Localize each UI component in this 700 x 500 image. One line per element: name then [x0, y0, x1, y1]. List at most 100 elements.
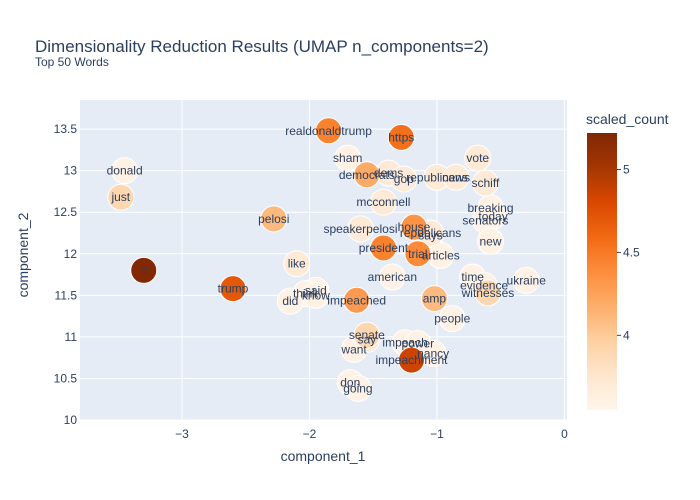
- point-label: evidence: [460, 278, 508, 292]
- data-point[interactable]: [477, 227, 505, 255]
- point-label: speakerpelosi: [323, 222, 397, 236]
- point-label: trial: [408, 247, 427, 261]
- data-point[interactable]: [404, 240, 432, 268]
- plot-area: [80, 100, 567, 420]
- point-label: think: [293, 287, 319, 301]
- point-label: senate: [349, 328, 385, 342]
- y-tick-label: 13: [64, 164, 78, 178]
- data-point[interactable]: [397, 346, 425, 374]
- point-label: democrats: [339, 168, 395, 182]
- data-point[interactable]: [344, 374, 372, 402]
- data-point[interactable]: [315, 117, 343, 145]
- data-point[interactable]: [219, 275, 247, 303]
- point-label: mcconnell: [356, 195, 410, 209]
- data-point[interactable]: [420, 285, 448, 313]
- point-label: schiff: [472, 176, 500, 190]
- point-label: impeachment: [375, 353, 448, 367]
- point-label: rt: [140, 263, 148, 277]
- point-label: realdonaldtrump: [285, 124, 372, 138]
- x-tick-label: −3: [175, 427, 189, 441]
- x-axis-ticks: −3 −2 −1 0: [175, 427, 568, 441]
- colorbar-tick-label: 4: [623, 328, 630, 342]
- data-point[interactable]: [346, 215, 374, 243]
- point-label: impeached: [327, 293, 386, 307]
- x-tick-label: −1: [430, 427, 444, 441]
- data-point[interactable]: [111, 157, 139, 185]
- data-point[interactable]: [353, 161, 381, 189]
- point-label: pelosi: [258, 212, 289, 226]
- data-point[interactable]: [378, 263, 406, 291]
- y-tick-label: 10.5: [54, 371, 78, 385]
- point-label: like: [288, 257, 306, 271]
- data-point[interactable]: [474, 279, 502, 307]
- data-point[interactable]: [107, 183, 135, 211]
- point-label: trump: [218, 282, 249, 296]
- data-point[interactable]: [400, 213, 428, 241]
- colorbar-tick-label: 4.5: [623, 245, 640, 259]
- data-point[interactable]: [302, 281, 330, 309]
- data-point[interactable]: [387, 123, 415, 151]
- point-label: want: [340, 342, 367, 356]
- data-point[interactable]: [343, 286, 371, 314]
- data-point[interactable]: [390, 165, 418, 193]
- point-label: articles: [422, 248, 460, 262]
- colorbar-tick-label: 5: [623, 162, 630, 176]
- point-label: republicans: [406, 170, 467, 184]
- point-label: house: [398, 220, 431, 234]
- colorbar: [587, 133, 617, 410]
- point-label: know: [302, 288, 330, 302]
- point-label: gop: [394, 172, 414, 186]
- point-label: today: [478, 209, 507, 223]
- data-point[interactable]: [283, 250, 311, 278]
- data-point[interactable]: [512, 266, 540, 294]
- data-point[interactable]: [369, 234, 397, 262]
- point-label: news: [442, 170, 470, 184]
- point-label: donald: [107, 164, 143, 178]
- point-label: new: [480, 234, 502, 248]
- point-label: power: [401, 337, 434, 351]
- point-label: republicans: [400, 226, 461, 240]
- point-label: sham: [333, 151, 362, 165]
- point-label: says: [418, 228, 443, 242]
- point-label: said: [305, 283, 327, 297]
- point-label: dems: [374, 166, 403, 180]
- data-point[interactable]: [334, 144, 362, 172]
- y-axis-title: component_2: [15, 212, 31, 297]
- point-label: did: [282, 294, 298, 308]
- point-label: vote: [466, 151, 489, 165]
- y-tick-label: 11: [65, 330, 78, 344]
- data-point[interactable]: [442, 163, 470, 191]
- data-point[interactable]: [276, 287, 304, 315]
- point-label: say: [358, 332, 377, 346]
- data-point[interactable]: [369, 188, 397, 216]
- y-tick-label: 12: [64, 247, 78, 261]
- point-label: senators: [462, 214, 508, 228]
- point-label: breaking: [467, 201, 513, 215]
- point-labels: realdonaldtrump https donald sham vote demsde…: [107, 124, 547, 396]
- x-axis-title: component_1: [281, 448, 366, 464]
- point-label: nancy: [417, 347, 449, 361]
- point-label: amp: [423, 292, 447, 306]
- point-label: going: [343, 381, 372, 395]
- scatter-points: [107, 117, 540, 402]
- y-tick-label: 11.5: [55, 288, 78, 302]
- data-point[interactable]: [464, 144, 492, 172]
- y-tick-label: 10: [64, 413, 78, 427]
- point-label: american: [368, 270, 417, 284]
- data-point[interactable]: [130, 256, 158, 284]
- colorbar-ticks: 44.55: [617, 162, 640, 342]
- data-point[interactable]: [353, 321, 381, 349]
- data-point[interactable]: [471, 169, 499, 197]
- y-tick-label: 12.5: [54, 205, 78, 219]
- point-label: https: [388, 130, 414, 144]
- x-tick-label: −2: [303, 427, 317, 441]
- chart-subtitle: Top 50 Words: [35, 55, 109, 69]
- point-label: impeach: [382, 336, 427, 350]
- colorbar-title: scaled_count: [586, 111, 669, 127]
- data-point[interactable]: [260, 205, 288, 233]
- data-point[interactable]: [438, 305, 466, 333]
- point-label: ukraine: [507, 273, 547, 287]
- point-label: president: [359, 241, 409, 255]
- x-tick-label: 0: [561, 427, 568, 441]
